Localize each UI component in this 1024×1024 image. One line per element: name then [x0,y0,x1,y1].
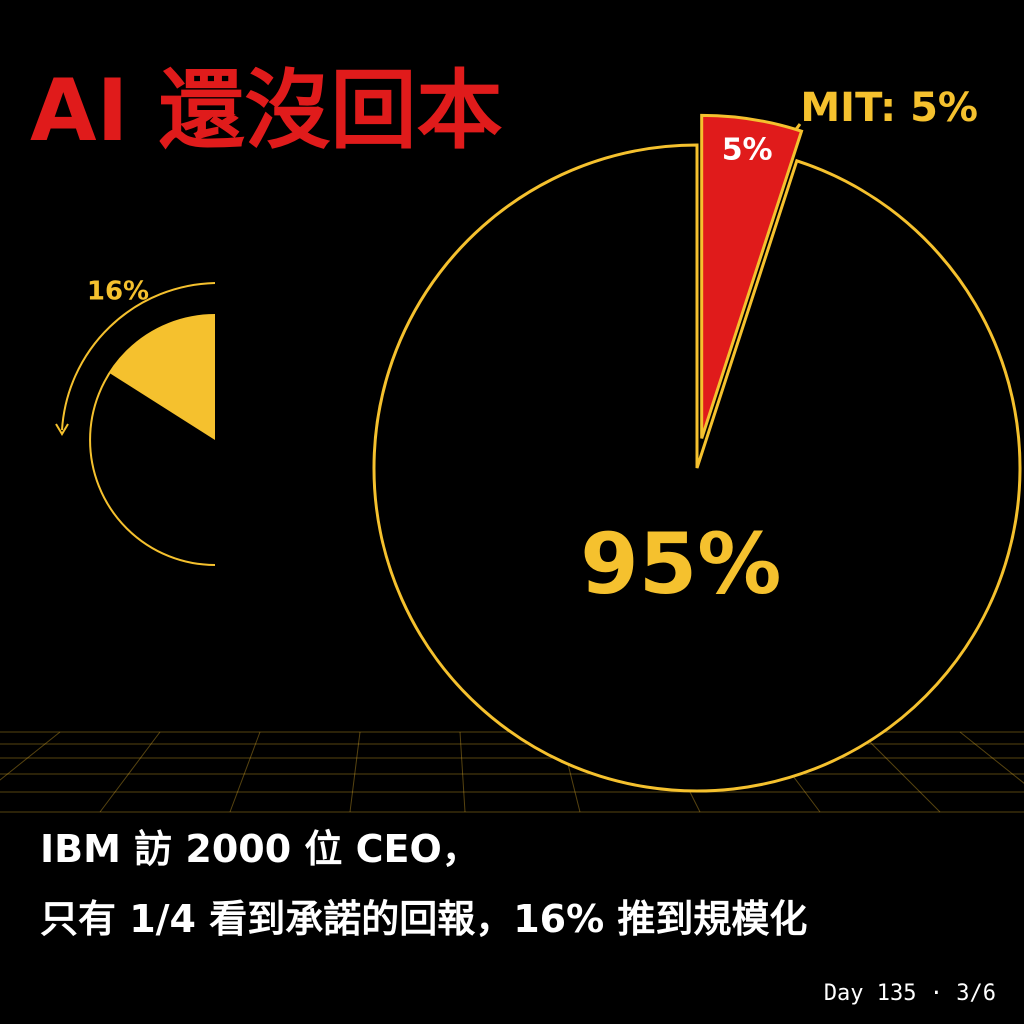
arrow-head [55,423,69,436]
caption-line: 只有 1/4 看到承諾的回報，16% 推到規模化 [40,897,807,941]
pie-slice [700,113,804,439]
title: AI 還沒回本 [30,61,503,161]
arrow-arc [61,282,216,431]
slice-label: 95% [580,515,781,613]
annotation: MIT: 5% [800,85,978,131]
caption-line: IBM 訪 2000 位 CEO， [40,827,480,871]
slice-label: 16% [87,277,149,307]
footer: Day 135 · 3/6 [824,981,996,1006]
pie-slice [372,143,1022,793]
pie-slice [109,315,215,440]
slice-label: 5% [722,133,773,168]
